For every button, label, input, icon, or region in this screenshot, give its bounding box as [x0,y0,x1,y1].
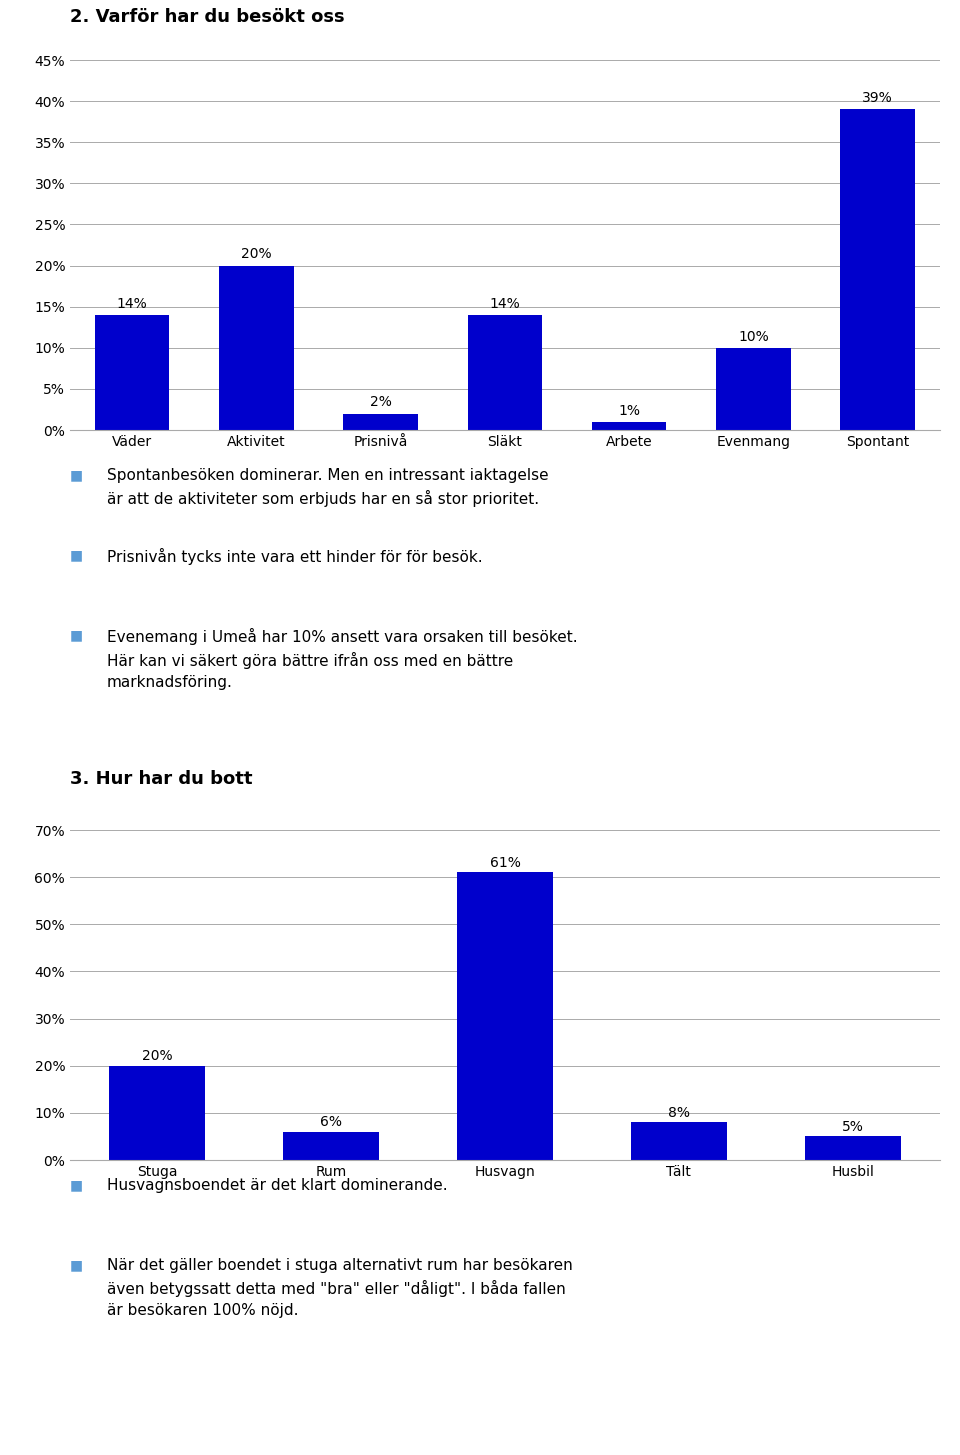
Bar [805,1136,900,1160]
Text: 14%: 14% [490,297,520,311]
Text: 5%: 5% [842,1120,864,1133]
Text: ■: ■ [70,1179,84,1192]
Text: 39%: 39% [862,92,893,105]
Bar [344,413,418,431]
Bar [592,422,666,431]
Text: ■: ■ [70,629,84,642]
Text: 8%: 8% [668,1106,690,1120]
Text: Evenemang i Umeå har 10% ansett vara orsaken till besöket.
Här kan vi säkert gör: Evenemang i Umeå har 10% ansett vara ors… [107,629,577,690]
Bar [631,1122,727,1160]
Text: 14%: 14% [117,297,148,311]
Bar [109,1065,204,1160]
Text: Spontanbesöken dominerar. Men en intressant iaktagelse
är att de aktiviteter som: Spontanbesöken dominerar. Men en intress… [107,469,548,506]
Bar [840,109,915,431]
Bar [219,266,294,431]
Text: 2%: 2% [370,396,392,409]
Bar [457,873,553,1160]
Text: ■: ■ [70,549,84,562]
Bar [716,348,791,431]
Text: 61%: 61% [490,856,520,870]
Text: 2. Varför har du besökt oss: 2. Varför har du besökt oss [70,7,345,26]
Bar [468,314,542,431]
Text: 1%: 1% [618,403,640,418]
Text: ■: ■ [70,1259,84,1272]
Text: Husvagnsboendet är det klart dominerande.: Husvagnsboendet är det klart dominerande… [107,1179,447,1193]
Text: Prisnivån tycks inte vara ett hinder för för besök.: Prisnivån tycks inte vara ett hinder för… [107,549,482,565]
Text: ■: ■ [70,469,84,482]
Text: 6%: 6% [320,1116,342,1129]
Text: När det gäller boendet i stuga alternativt rum har besökaren
även betygssatt det: När det gäller boendet i stuga alternati… [107,1259,572,1318]
Text: 3. Hur har du bott: 3. Hur har du bott [70,770,252,789]
Text: 20%: 20% [142,1049,173,1064]
Text: 10%: 10% [738,330,769,343]
Text: 20%: 20% [241,247,272,262]
Bar [283,1132,379,1160]
Bar [95,314,170,431]
